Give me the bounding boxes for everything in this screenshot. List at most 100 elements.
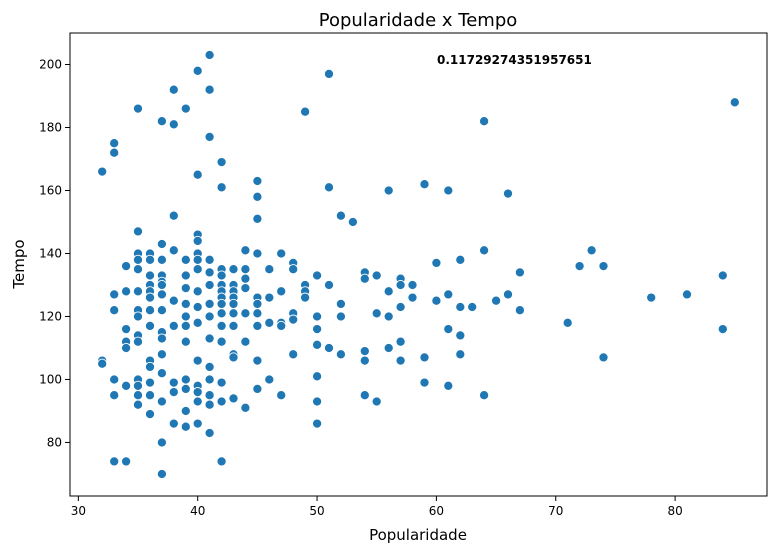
data-point — [288, 264, 299, 275]
data-point — [144, 361, 156, 372]
data-point — [240, 245, 251, 256]
data-point — [240, 308, 251, 319]
data-point — [240, 402, 251, 413]
data-point — [312, 418, 323, 429]
data-point — [359, 390, 370, 401]
y-tick-label: 180 — [39, 120, 62, 134]
data-point — [192, 264, 203, 275]
plot-frame — [69, 32, 768, 497]
data-point — [216, 396, 227, 407]
data-point — [168, 418, 179, 429]
data-point — [216, 298, 227, 309]
data-point — [192, 286, 203, 297]
data-point — [288, 314, 299, 325]
data-point — [312, 311, 323, 322]
data-point — [359, 273, 370, 284]
data-point — [407, 292, 418, 303]
data-point — [443, 185, 454, 196]
data-point — [574, 261, 585, 272]
data-point — [323, 182, 335, 193]
data-point — [192, 355, 203, 366]
data-point — [479, 116, 490, 127]
data-point — [252, 308, 263, 319]
data-point — [431, 295, 442, 306]
data-point — [335, 210, 346, 221]
data-point — [121, 456, 132, 467]
data-point — [240, 336, 251, 347]
data-point — [383, 286, 394, 297]
data-point — [204, 279, 215, 291]
data-point — [264, 317, 275, 328]
data-point — [491, 295, 502, 306]
data-point — [156, 437, 167, 448]
data-point — [180, 298, 191, 309]
data-point — [156, 279, 167, 291]
data-point — [443, 324, 454, 335]
y-tick-label: 100 — [39, 372, 62, 386]
data-point — [180, 311, 191, 322]
data-point — [204, 390, 215, 401]
x-axis-ticks: 30 40 50 60 70 80 — [71, 496, 683, 518]
data-point — [156, 305, 167, 316]
data-point — [180, 254, 191, 265]
data-point — [168, 210, 179, 221]
data-point — [156, 468, 167, 480]
data-point — [395, 301, 406, 313]
data-point — [109, 374, 120, 385]
data-point — [252, 191, 263, 202]
data-point — [180, 270, 191, 281]
y-tick-label: 120 — [39, 309, 62, 323]
data-point — [646, 292, 657, 303]
x-tick-label: 40 — [190, 504, 205, 518]
data-point — [240, 283, 251, 294]
data-point — [204, 298, 215, 309]
data-point — [168, 377, 179, 388]
data-point — [252, 355, 263, 366]
data-point — [168, 119, 179, 130]
data-point — [729, 97, 740, 108]
x-tick-label: 70 — [548, 504, 563, 518]
data-point — [192, 169, 203, 180]
data-point — [168, 84, 179, 95]
data-point — [371, 396, 382, 407]
data-point — [192, 65, 203, 76]
data-point — [562, 317, 573, 328]
data-point — [347, 216, 358, 228]
data-point — [156, 368, 167, 379]
y-axis-ticks: 80 100 120 140 160 180 200 — [39, 57, 70, 449]
data-point — [300, 292, 311, 303]
data-point — [300, 106, 311, 117]
data-point — [455, 330, 466, 341]
data-point — [121, 380, 132, 391]
data-point — [156, 116, 167, 127]
data-point — [228, 264, 239, 275]
y-axis-label: Tempo — [10, 239, 28, 289]
data-point — [431, 257, 442, 268]
data-point — [156, 254, 167, 265]
data-point — [335, 298, 346, 309]
data-point — [586, 245, 597, 256]
data-point — [192, 317, 203, 328]
data-point — [144, 320, 156, 331]
data-point — [109, 456, 120, 467]
data-point — [132, 103, 144, 114]
data-point — [312, 324, 323, 335]
data-point — [168, 295, 179, 306]
data-point — [132, 286, 144, 297]
data-point — [276, 390, 287, 401]
data-point — [109, 147, 120, 158]
data-point — [168, 387, 179, 398]
data-point — [359, 355, 370, 366]
data-point — [144, 377, 156, 388]
data-point — [180, 405, 191, 417]
data-point — [156, 238, 167, 250]
data-point — [264, 264, 275, 275]
data-point — [144, 254, 156, 265]
data-point — [109, 305, 120, 316]
chart-title: Popularidade x Tempo — [319, 10, 518, 31]
data-point — [121, 324, 132, 335]
data-point — [419, 179, 430, 190]
data-point — [180, 383, 191, 394]
data-point — [395, 279, 406, 291]
data-point — [252, 298, 263, 309]
